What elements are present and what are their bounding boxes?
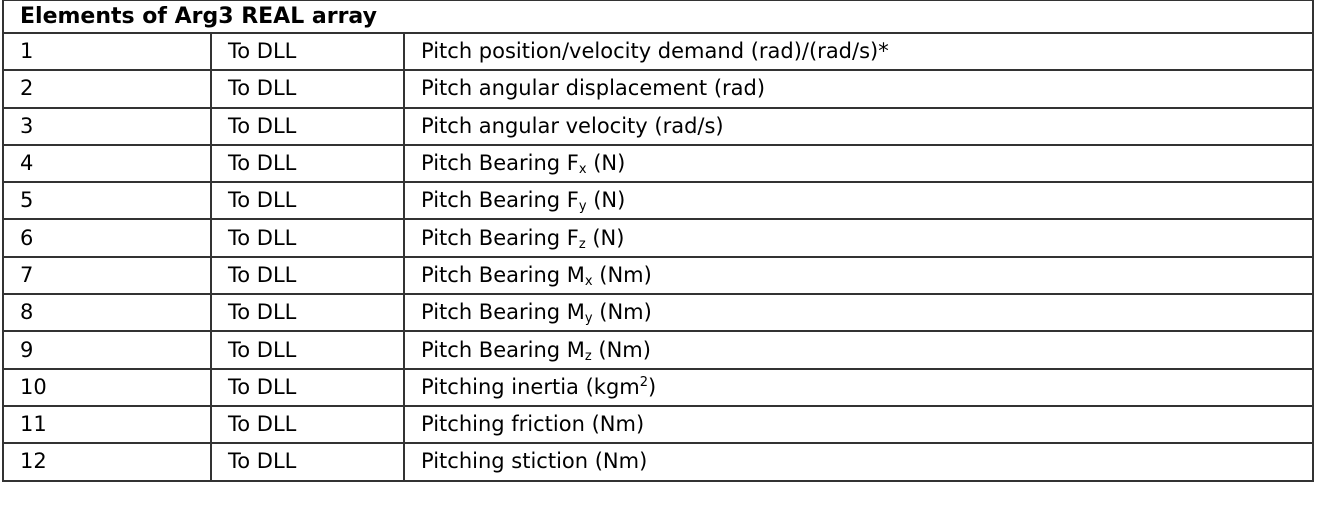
- description-unit: (Nm): [592, 262, 652, 287]
- element-direction: To DLL: [210, 442, 405, 482]
- element-direction: To DLL: [210, 255, 405, 296]
- table-row: 4 To DLL Pitch Bearing Fx (N): [2, 143, 1314, 184]
- table-row: 8 To DLL Pitch Bearing My (Nm): [2, 293, 1314, 333]
- element-index: 3: [2, 106, 212, 146]
- description-subscript: x: [584, 273, 593, 289]
- description-unit: (N): [586, 188, 626, 213]
- description-unit: ): [648, 374, 657, 399]
- description-text: Pitching inertia (kgm: [421, 374, 640, 399]
- description-text: Pitch Bearing F: [421, 188, 579, 213]
- description-unit: (N): [586, 151, 626, 176]
- element-description: Pitching stiction (Nm): [403, 442, 1314, 482]
- table-row: 10 To DLL Pitching inertia (kgm2): [2, 367, 1314, 407]
- element-direction: To DLL: [210, 404, 405, 445]
- element-direction: To DLL: [210, 69, 405, 109]
- element-description: Pitch Bearing My (Nm): [403, 293, 1314, 333]
- element-description: Pitch position/velocity demand (rad)/(ra…: [403, 31, 1314, 72]
- element-description: Pitch Bearing Fx (N): [403, 143, 1314, 184]
- arg3-real-array-table: Elements of Arg3 REAL array 1 To DLL Pit…: [2, 0, 1314, 482]
- description-text: Pitch Bearing M: [421, 337, 585, 362]
- description-text: Pitch angular velocity (rad/s): [421, 113, 724, 138]
- table-row: 9 To DLL Pitch Bearing Mz (Nm): [2, 330, 1314, 370]
- description-text: Pitch Bearing F: [421, 151, 579, 176]
- description-text: Pitch angular displacement (rad): [421, 76, 766, 101]
- element-direction: To DLL: [210, 293, 405, 333]
- element-direction: To DLL: [210, 330, 405, 370]
- description-text: Pitch Bearing M: [421, 262, 585, 287]
- element-index: 8: [2, 293, 212, 333]
- element-index: 6: [2, 218, 212, 258]
- description-text: Pitch Bearing F: [421, 225, 579, 250]
- description-subscript: y: [578, 199, 587, 215]
- table-row: 11 To DLL Pitching friction (Nm): [2, 404, 1314, 445]
- element-index: 1: [2, 31, 212, 72]
- description-superscript: 2: [639, 374, 649, 390]
- element-index: 12: [2, 442, 212, 482]
- description-subscript: z: [578, 236, 586, 252]
- element-description: Pitching friction (Nm): [403, 404, 1314, 445]
- element-index: 10: [2, 367, 212, 407]
- table-title: Elements of Arg3 REAL array: [2, 0, 1314, 34]
- table-row: 2 To DLL Pitch angular displacement (rad…: [2, 69, 1314, 109]
- element-description: Pitch Bearing Mx (Nm): [403, 255, 1314, 296]
- element-description: Pitching inertia (kgm2): [403, 367, 1314, 407]
- element-description: Pitch angular velocity (rad/s): [403, 106, 1314, 146]
- element-description: Pitch angular displacement (rad): [403, 69, 1314, 109]
- description-unit: (Nm): [592, 300, 652, 325]
- table-row: 12 To DLL Pitching stiction (Nm): [2, 442, 1314, 482]
- element-index: 4: [2, 143, 212, 184]
- description-unit: (N): [585, 225, 625, 250]
- table-row: 7 To DLL Pitch Bearing Mx (Nm): [2, 255, 1314, 296]
- description-text: Pitch position/velocity demand (rad)/(ra…: [421, 39, 889, 64]
- element-description: Pitch Bearing Mz (Nm): [403, 330, 1314, 370]
- description-subscript: y: [584, 311, 593, 327]
- table-row: 5 To DLL Pitch Bearing Fy (N): [2, 181, 1314, 221]
- table-row: 6 To DLL Pitch Bearing Fz (N): [2, 218, 1314, 258]
- element-index: 5: [2, 181, 212, 221]
- element-direction: To DLL: [210, 218, 405, 258]
- table-row: 3 To DLL Pitch angular velocity (rad/s): [2, 106, 1314, 146]
- element-index: 11: [2, 404, 212, 445]
- element-index: 9: [2, 330, 212, 370]
- description-subscript: z: [584, 348, 592, 364]
- description-text: Pitching stiction (Nm): [421, 449, 648, 474]
- element-index: 7: [2, 255, 212, 296]
- element-description: Pitch Bearing Fz (N): [403, 218, 1314, 258]
- element-description: Pitch Bearing Fy (N): [403, 181, 1314, 221]
- element-direction: To DLL: [210, 31, 405, 72]
- description-subscript: x: [578, 162, 587, 178]
- description-text: Pitching friction (Nm): [421, 412, 645, 437]
- element-direction: To DLL: [210, 143, 405, 184]
- element-direction: To DLL: [210, 367, 405, 407]
- description-text: Pitch Bearing M: [421, 300, 585, 325]
- element-direction: To DLL: [210, 181, 405, 221]
- element-index: 2: [2, 69, 212, 109]
- element-direction: To DLL: [210, 106, 405, 146]
- table-title-row: Elements of Arg3 REAL array: [2, 0, 1314, 34]
- table-row: 1 To DLL Pitch position/velocity demand …: [2, 31, 1314, 72]
- description-unit: (Nm): [591, 337, 651, 362]
